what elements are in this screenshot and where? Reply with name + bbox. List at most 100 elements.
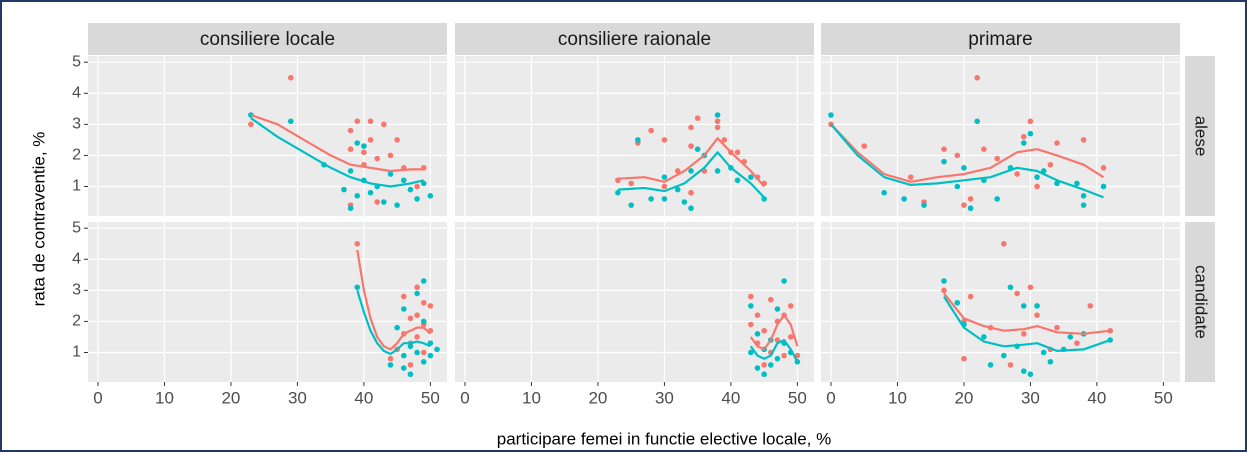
x-tick-label: 10 — [522, 388, 541, 407]
point — [287, 74, 294, 81]
y-tick-label: 4 — [72, 85, 81, 102]
point — [1047, 161, 1054, 168]
strip-label: consiliere raionale — [558, 29, 711, 50]
point — [1001, 240, 1007, 247]
point — [921, 202, 927, 208]
point — [407, 362, 414, 368]
point — [761, 362, 767, 368]
point — [381, 199, 387, 205]
point — [674, 186, 681, 193]
point — [407, 371, 414, 378]
point — [954, 299, 961, 306]
y-tick-label: 1 — [72, 178, 81, 195]
point — [1080, 137, 1087, 143]
x-tick-label: 10 — [155, 388, 174, 407]
point — [414, 334, 420, 340]
x-tick-label: 50 — [1154, 388, 1173, 407]
point — [374, 155, 380, 162]
x-tick-label: 40 — [1087, 388, 1106, 407]
point — [407, 186, 414, 193]
point — [354, 193, 361, 199]
strip-label: consiliere locale — [200, 29, 335, 50]
point — [648, 196, 654, 202]
point — [374, 199, 380, 205]
strip — [1185, 56, 1215, 216]
point — [1020, 133, 1027, 140]
point — [688, 168, 694, 174]
x-tick-label: 50 — [421, 388, 440, 407]
point — [354, 118, 361, 125]
point — [967, 196, 974, 202]
point — [1100, 183, 1107, 190]
point — [994, 196, 1000, 202]
point — [941, 287, 947, 294]
point — [748, 321, 754, 328]
point — [974, 74, 981, 81]
point — [1007, 362, 1014, 368]
point — [387, 171, 394, 177]
point — [941, 278, 947, 284]
point — [367, 118, 374, 125]
panel — [455, 222, 814, 382]
point — [1100, 165, 1107, 171]
y-tick-label: 4 — [72, 251, 81, 268]
point — [901, 196, 907, 202]
point — [394, 324, 400, 331]
point — [1067, 334, 1074, 340]
y-tick-label: 5 — [72, 219, 81, 236]
point — [661, 137, 668, 143]
point — [981, 334, 987, 340]
point — [787, 334, 794, 340]
point — [961, 355, 967, 362]
point — [400, 365, 407, 371]
point — [1027, 130, 1034, 137]
strip — [1185, 222, 1215, 382]
point — [420, 299, 427, 306]
point — [967, 205, 974, 212]
x-tick-label: 40 — [721, 388, 740, 407]
strip — [88, 23, 447, 55]
point — [367, 189, 374, 196]
smooth-line — [356, 289, 431, 356]
smooth-line — [943, 296, 1111, 352]
y-axis-label: rata de contraventie, % — [29, 132, 48, 307]
point — [394, 137, 400, 143]
point — [427, 193, 434, 199]
point — [287, 118, 294, 125]
point — [400, 306, 407, 312]
point — [1020, 303, 1027, 309]
point — [1054, 140, 1060, 146]
point — [414, 349, 420, 356]
point — [1080, 193, 1087, 199]
point — [761, 327, 767, 334]
smooth-line — [356, 249, 432, 351]
point — [681, 199, 688, 205]
point — [994, 155, 1000, 162]
point — [714, 124, 721, 131]
x-tick-label: 40 — [354, 388, 373, 407]
point — [941, 146, 947, 153]
point — [1027, 371, 1034, 378]
point — [381, 121, 387, 128]
point — [347, 205, 354, 212]
point — [734, 177, 741, 184]
point — [1087, 303, 1094, 309]
point — [407, 315, 414, 322]
point — [787, 303, 794, 309]
point — [414, 196, 420, 202]
point — [661, 174, 668, 180]
point — [694, 115, 701, 121]
strip-label: primare — [968, 29, 1032, 50]
point — [774, 306, 781, 312]
x-axis-label: participare femei in functie elective lo… — [497, 429, 832, 448]
point — [881, 189, 887, 196]
point — [714, 118, 721, 125]
panel — [821, 56, 1180, 216]
point — [907, 174, 914, 180]
x-tick-label: 0 — [93, 388, 102, 407]
point — [414, 312, 420, 319]
y-tick-label: 1 — [72, 344, 81, 361]
point — [761, 371, 767, 378]
x-tick-label: 20 — [221, 388, 240, 407]
point — [414, 284, 420, 291]
